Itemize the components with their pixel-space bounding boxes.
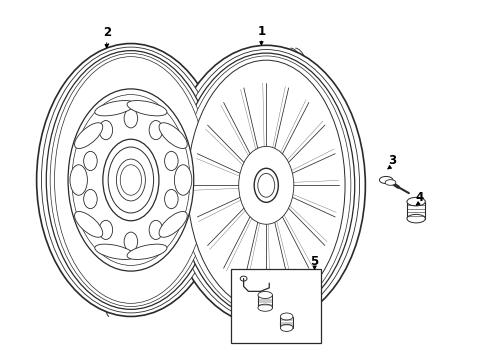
Ellipse shape — [41, 47, 220, 313]
Ellipse shape — [280, 324, 292, 332]
Ellipse shape — [149, 121, 163, 140]
Ellipse shape — [159, 211, 187, 237]
Text: 3: 3 — [387, 154, 395, 167]
Ellipse shape — [124, 232, 138, 251]
Ellipse shape — [173, 50, 359, 321]
Ellipse shape — [54, 57, 207, 303]
Ellipse shape — [178, 53, 354, 318]
Ellipse shape — [167, 45, 365, 325]
Ellipse shape — [174, 165, 191, 195]
Ellipse shape — [108, 147, 153, 213]
Text: 2: 2 — [102, 26, 111, 39]
Ellipse shape — [385, 180, 395, 185]
Bar — [280, 316, 292, 328]
Ellipse shape — [238, 147, 293, 224]
Ellipse shape — [74, 211, 102, 237]
Ellipse shape — [72, 95, 189, 265]
Ellipse shape — [257, 304, 272, 311]
Ellipse shape — [102, 139, 159, 221]
Ellipse shape — [159, 123, 187, 149]
Ellipse shape — [46, 51, 215, 309]
Ellipse shape — [379, 176, 392, 184]
Text: 4: 4 — [414, 191, 423, 204]
Ellipse shape — [120, 165, 141, 195]
Ellipse shape — [50, 54, 211, 306]
Ellipse shape — [181, 56, 350, 315]
Ellipse shape — [406, 215, 425, 223]
Ellipse shape — [99, 220, 112, 239]
Ellipse shape — [164, 189, 178, 209]
Ellipse shape — [99, 121, 112, 140]
Ellipse shape — [95, 244, 134, 260]
Ellipse shape — [254, 168, 278, 202]
Ellipse shape — [187, 60, 345, 310]
Text: 5: 5 — [310, 255, 318, 268]
Ellipse shape — [83, 151, 97, 171]
Ellipse shape — [257, 174, 274, 197]
Ellipse shape — [127, 100, 166, 116]
Ellipse shape — [83, 189, 97, 209]
Ellipse shape — [37, 44, 224, 316]
Ellipse shape — [280, 313, 292, 320]
Ellipse shape — [257, 292, 272, 298]
Ellipse shape — [116, 159, 145, 201]
Bar — [406, 202, 425, 219]
Ellipse shape — [406, 197, 425, 206]
Ellipse shape — [164, 151, 178, 171]
Ellipse shape — [70, 165, 87, 195]
Bar — [231, 269, 320, 343]
Ellipse shape — [149, 220, 163, 239]
Ellipse shape — [68, 89, 193, 271]
Ellipse shape — [124, 109, 138, 128]
Bar — [257, 295, 272, 308]
Text: 1: 1 — [257, 24, 265, 38]
Ellipse shape — [95, 100, 134, 116]
Ellipse shape — [127, 244, 166, 260]
Ellipse shape — [74, 123, 102, 149]
